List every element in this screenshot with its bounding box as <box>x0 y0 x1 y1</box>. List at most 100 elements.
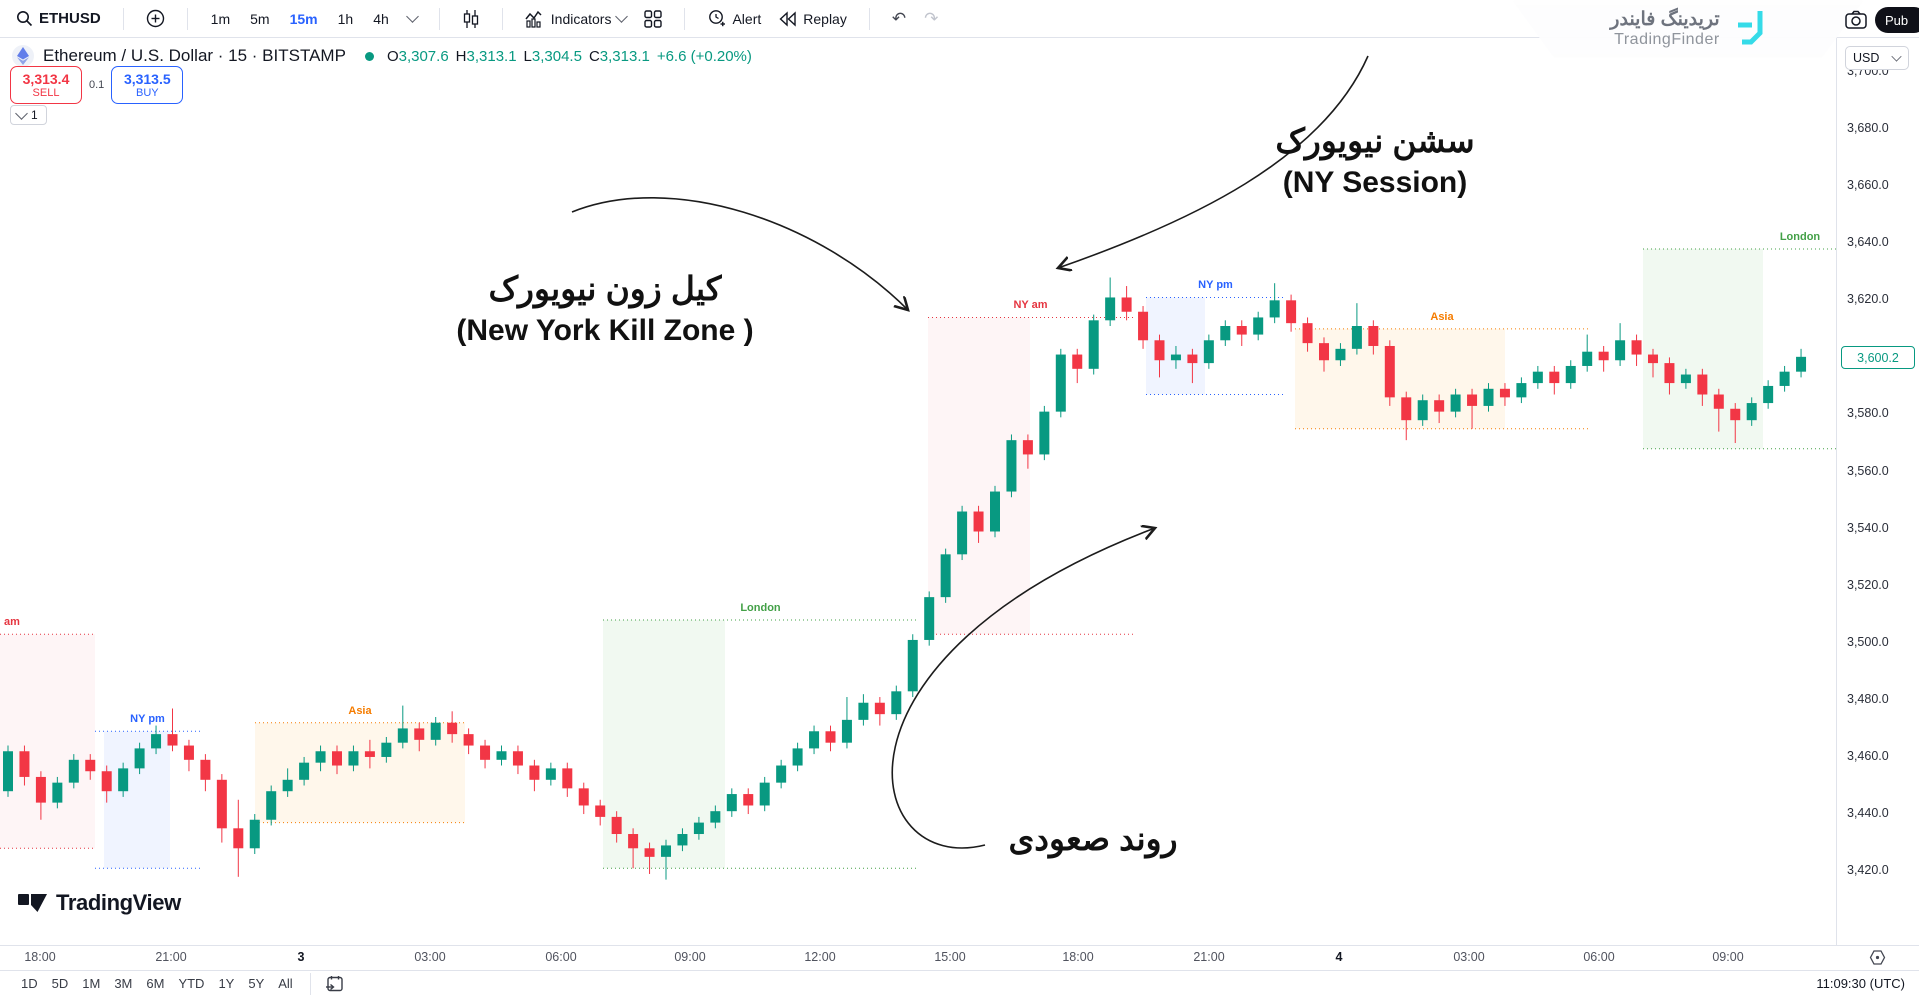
session-zone <box>1295 328 1505 429</box>
redo-button[interactable]: ↷ <box>918 5 944 33</box>
candle <box>726 788 737 817</box>
range-ytd[interactable]: YTD <box>171 974 211 993</box>
timeframe-1h[interactable]: 1h <box>331 7 361 31</box>
grid-icon <box>644 9 663 28</box>
chevron-down-icon <box>405 10 419 23</box>
candle <box>957 505 968 561</box>
utc-clock[interactable]: 11:09:30 (UTC) <box>1816 976 1905 991</box>
candle <box>381 736 392 763</box>
range-6m[interactable]: 6M <box>139 974 171 993</box>
candlestick-chart[interactable] <box>0 38 1836 945</box>
candle <box>1154 334 1165 378</box>
bottom-toolbar: 1D 5D 1M 3M 6M YTD 1Y 5Y All 11:09:30 (UTC) <box>0 970 1919 996</box>
range-3m[interactable]: 3M <box>107 974 139 993</box>
undo-button[interactable]: ↶ <box>886 5 912 33</box>
candle <box>1483 383 1494 412</box>
timeframe-4h[interactable]: 4h <box>366 7 396 31</box>
price-tick: 3,680.0 <box>1847 121 1889 136</box>
publish-button[interactable]: Pub <box>1875 7 1919 33</box>
ethereum-icon <box>12 45 34 67</box>
candle <box>1055 348 1066 418</box>
candle <box>858 694 869 726</box>
candle <box>1203 334 1214 369</box>
candle <box>578 782 589 815</box>
candle <box>710 805 721 829</box>
axis-settings-icon[interactable] <box>1869 949 1886 971</box>
candle <box>1713 388 1724 432</box>
price-axis[interactable]: USD 3,600.2 3,700.0 3,680.0 3,660.0 3,640.0… <box>1836 38 1919 945</box>
candle <box>611 811 622 843</box>
snapshot-camera-icon[interactable] <box>1845 10 1867 35</box>
timeframe-menu-button[interactable] <box>402 10 423 25</box>
time-axis[interactable]: 18:00 21:00 3 03:00 06:00 09:00 12:00 15:00 18:0… <box>0 945 1919 971</box>
candle <box>1648 348 1658 378</box>
timeframe-5m[interactable]: 5m <box>243 7 276 31</box>
brand-name-english: TradingFinder <box>1614 30 1720 48</box>
candle <box>776 759 787 789</box>
market-open-dot <box>364 51 374 61</box>
indicators-button[interactable]: Indicators <box>519 6 633 32</box>
time-tick: 03:00 <box>1453 950 1485 964</box>
spread-value: 0.1 <box>89 79 105 91</box>
symbol-search-button[interactable]: ETHUSD <box>10 6 107 31</box>
buy-button[interactable]: 3,313.5 BUY <box>111 66 184 104</box>
alert-button[interactable]: Alert <box>701 5 767 32</box>
time-tick: 12:00 <box>804 950 836 964</box>
candle <box>151 725 162 755</box>
candle <box>68 754 79 789</box>
candle <box>1680 368 1691 389</box>
candle <box>249 814 260 854</box>
range-all[interactable]: All <box>271 974 299 993</box>
time-tick: 09:00 <box>674 950 706 964</box>
candle <box>430 717 441 746</box>
trade-panel: 3,313.4 SELL 0.1 3,313.5 BUY <box>10 66 184 104</box>
candle <box>315 745 326 772</box>
price-tick: 3,580.0 <box>1847 406 1889 421</box>
divider <box>868 7 870 30</box>
compare-add-button[interactable] <box>140 5 171 32</box>
currency-selector[interactable]: USD <box>1845 46 1909 70</box>
timeframe-15m[interactable]: 15m <box>283 7 325 31</box>
range-1y[interactable]: 1Y <box>211 974 241 993</box>
tradingview-logo[interactable]: TradingView <box>18 890 181 916</box>
candle <box>809 725 820 755</box>
price-tick: 3,500.0 <box>1847 634 1889 649</box>
annotation-killzone: کیل زون نیویورک (New York Kill Zone ) <box>456 270 754 347</box>
candle <box>183 739 194 772</box>
layout-grid-button[interactable] <box>638 6 668 32</box>
divider <box>122 7 124 30</box>
candle <box>644 842 655 874</box>
candle <box>1746 397 1757 426</box>
range-5y[interactable]: 5Y <box>241 974 271 993</box>
range-1d[interactable]: 1D <box>14 974 45 993</box>
sell-button[interactable]: 3,313.4 SELL <box>10 66 82 104</box>
high-value: 3,313.1 <box>466 47 517 65</box>
candle <box>332 745 342 775</box>
candle <box>1105 277 1116 327</box>
replay-button[interactable]: Replay <box>773 7 853 31</box>
candle <box>825 725 836 752</box>
candle <box>759 776 770 812</box>
candle <box>1450 388 1461 418</box>
alert-clock-icon <box>707 9 726 28</box>
timeframe-1m[interactable]: 1m <box>204 7 237 31</box>
candle <box>1697 368 1708 406</box>
range-1m[interactable]: 1M <box>75 974 107 993</box>
chart-style-button[interactable] <box>456 5 486 33</box>
candle <box>1516 377 1527 404</box>
object-tree-toggle[interactable]: 1 <box>10 105 47 125</box>
candle <box>1253 311 1264 341</box>
candle <box>266 785 277 826</box>
go-to-date-icon[interactable] <box>325 975 344 993</box>
candle <box>1664 357 1675 395</box>
annotation-ny-session: سشن نیویورک (NY Session) <box>1275 122 1475 199</box>
search-icon <box>16 10 33 27</box>
symbol-title[interactable]: Ethereum / U.S. Dollar · 15 · BITSTAMP <box>43 46 346 65</box>
candle <box>891 685 902 720</box>
tradingfinder-watermark: تریدینگ فایندر TradingFinder <box>1512 0 1864 58</box>
tradingfinder-logo-icon <box>1732 8 1766 50</box>
candle <box>792 742 803 772</box>
candle <box>364 739 375 769</box>
time-tick: 21:00 <box>155 950 187 964</box>
range-5d[interactable]: 5D <box>45 974 76 993</box>
